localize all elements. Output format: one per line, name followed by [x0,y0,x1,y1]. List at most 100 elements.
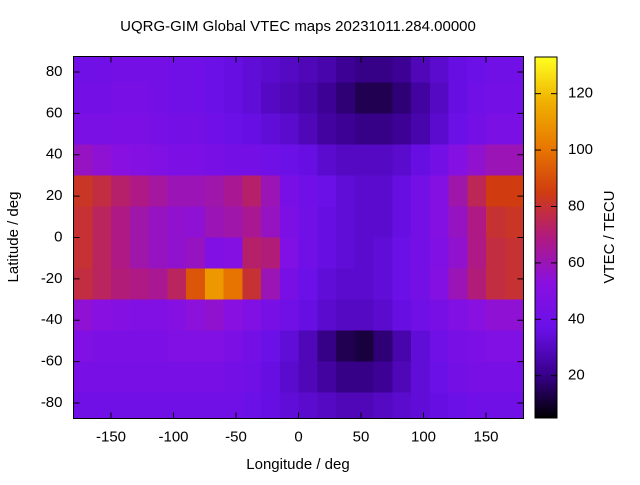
heat-cell [111,330,131,363]
x-tick-label: 100 [411,428,436,445]
heat-cell [261,392,281,419]
heat-cell [486,206,506,238]
heat-cell [92,330,112,363]
heat-cell [73,56,93,83]
heat-cell [373,82,393,114]
heat-cell [317,392,337,419]
heat-cell [392,361,412,394]
heat-cell [261,299,281,332]
heat-cell [373,299,393,332]
colorbar-tick-label: 100 [568,141,593,158]
heat-cell [411,237,431,270]
heat-cell [467,361,487,394]
heat-cell [504,56,524,83]
heat-cell [429,299,449,332]
heat-cell [392,330,412,363]
heat-cell [373,113,393,145]
heat-cell [129,144,149,176]
heat-cell [298,299,318,332]
y-tick-label: 80 [46,63,63,80]
heat-cell [317,330,337,363]
heat-cell [392,175,412,207]
heat-cell [429,392,449,419]
heat-cell [373,56,393,83]
heat-cell [486,330,506,363]
heat-cell [504,330,524,363]
y-tick-label: 60 [46,104,63,121]
x-tick-label: -100 [158,428,188,445]
x-tick-label: -150 [96,428,126,445]
heat-cell [298,113,318,145]
heat-cell [186,206,206,238]
heat-cell [242,330,262,363]
heat-cell [223,237,243,270]
heat-cell [261,175,281,207]
heat-cell [129,113,149,145]
heat-cell [242,82,262,114]
heat-cell [111,299,131,332]
heat-cell [486,392,506,419]
heat-cell [279,392,299,419]
heat-cell [467,56,487,83]
heat-cell [373,144,393,176]
heat-cell [448,82,468,114]
heat-cell [298,330,318,363]
heat-cell [448,206,468,238]
heat-cell [448,237,468,270]
heat-cell [279,237,299,270]
heat-cell [467,392,487,419]
heat-cell [92,206,112,238]
heat-cell [242,361,262,394]
heat-cell [467,113,487,145]
heat-cell [354,56,374,83]
heat-cell [354,144,374,176]
heat-cell [448,330,468,363]
heat-cell [467,206,487,238]
heat-cell [429,330,449,363]
heat-cell [429,237,449,270]
heat-cell [223,175,243,207]
heat-cell [223,361,243,394]
heatmap [73,56,524,419]
heat-cell [204,330,224,363]
heat-cell [411,392,431,419]
y-tick-label: -80 [41,394,63,411]
heat-cell [261,144,281,176]
heat-cell [167,237,187,270]
heat-cell [279,361,299,394]
heat-cell [223,113,243,145]
heat-cell [242,299,262,332]
heat-cell [261,268,281,301]
heat-cell [336,175,356,207]
heat-cell [317,206,337,238]
heat-cell [148,268,168,301]
heat-cell [73,175,93,207]
heat-cell [467,175,487,207]
heat-cell [504,237,524,270]
y-axis-label: Latitude / deg [5,192,22,283]
heat-cell [392,299,412,332]
heat-cell [354,82,374,114]
heat-cell [392,144,412,176]
heat-cell [354,206,374,238]
heat-cell [336,113,356,145]
heat-cell [448,144,468,176]
colorbar-tick-label: 60 [568,254,585,271]
heat-cell [129,175,149,207]
heat-cell [486,175,506,207]
heat-cell [242,237,262,270]
heat-cell [92,113,112,145]
heat-cell [317,113,337,145]
heat-cell [354,392,374,419]
heat-cell [298,206,318,238]
heat-cell [204,175,224,207]
heat-cell [298,361,318,394]
heat-cell [486,299,506,332]
heat-cell [392,56,412,83]
heat-cell [429,361,449,394]
heat-cell [167,56,187,83]
heat-cell [486,237,506,270]
heat-cell [186,330,206,363]
heat-cell [354,268,374,301]
heat-cell [429,268,449,301]
